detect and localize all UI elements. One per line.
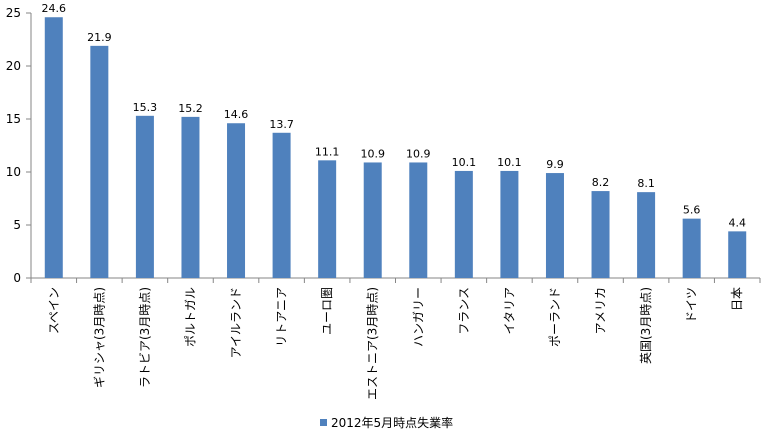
category-label: ハンガリー [411,287,425,347]
legend-swatch [320,419,327,426]
legend-label: 2012年5月時点失業率 [331,416,454,430]
data-label: 5.6 [683,204,701,217]
bar [363,162,382,278]
data-label: 14.6 [224,108,249,121]
category-label: ポルトガル [183,287,197,347]
data-label: 10.9 [406,147,431,160]
bar [591,191,610,278]
data-label: 24.6 [42,2,67,15]
category-label: イタリア [502,287,516,335]
data-label: 13.7 [269,118,294,131]
bar [90,45,109,278]
bar [454,170,473,278]
category-label: アイルランド [229,287,243,358]
y-tick-label: 5 [13,218,21,232]
data-label: 10.9 [360,147,385,160]
data-label: 15.3 [133,101,158,114]
category-label: リトアニア [275,287,289,347]
bar [272,132,291,278]
data-label: 8.2 [592,176,610,189]
category-label: ラトビア(3月時点) [138,287,152,388]
y-tick-label: 10 [6,165,21,179]
data-label: 10.1 [452,156,477,169]
category-label: ドイツ [685,287,699,323]
bar [181,116,200,278]
bar [500,170,519,278]
bar [44,17,63,279]
bar [409,162,428,278]
data-label: 15.2 [178,102,203,115]
category-label: フランス [457,287,471,335]
bar [637,192,656,278]
category-label: スペイン [47,287,61,334]
y-tick-label: 25 [6,6,21,20]
data-label: 8.1 [637,177,655,190]
y-tick-label: 0 [13,271,21,285]
data-label: 11.1 [315,145,340,158]
category-label: エストニア(3月時点) [366,287,380,400]
bar [227,123,246,279]
category-label: ギリシャ(3月時点) [92,287,106,388]
bar [318,160,337,278]
legend: 2012年5月時点失業率 [320,414,453,431]
data-label: 10.1 [497,156,522,169]
category-label: アメリカ [594,287,608,334]
category-label: ポーランド [548,287,562,347]
data-label: 4.4 [728,216,746,229]
bar [135,115,154,278]
bar [545,173,564,278]
bar [728,231,747,278]
category-label: 日本 [730,287,744,311]
category-label: 英国(3月時点) [639,287,653,364]
bar [682,218,701,278]
y-tick-label: 20 [6,59,21,73]
y-tick-label: 15 [6,112,21,126]
data-label: 9.9 [546,158,564,171]
category-label: ユーロ圏 [320,287,334,335]
data-label: 21.9 [87,31,112,44]
